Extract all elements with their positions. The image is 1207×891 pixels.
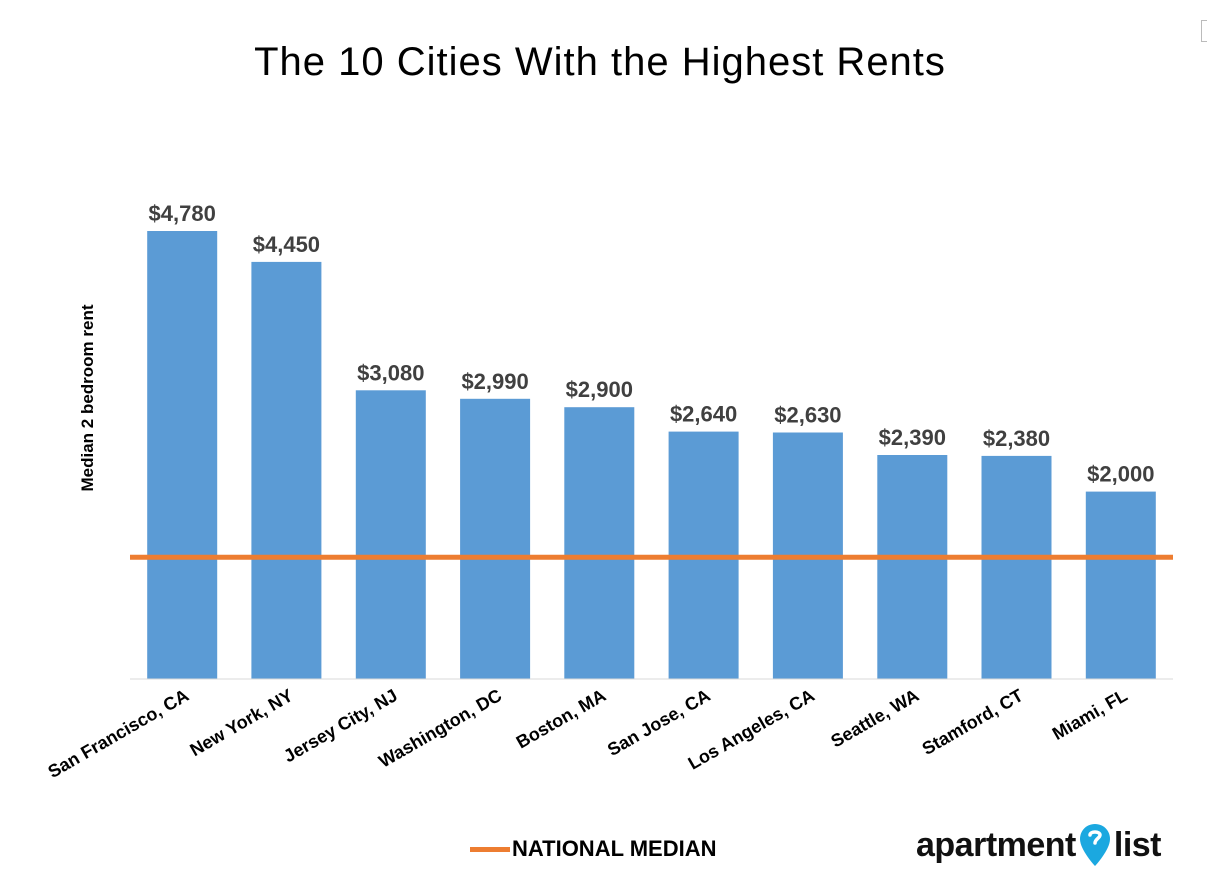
- bars-layer: [147, 231, 1156, 679]
- y-axis-label: Median 2 bedroom rent: [78, 304, 97, 491]
- data-label-4: $2,900: [566, 377, 633, 402]
- bar-8: [981, 455, 1052, 679]
- data-label-0: $4,780: [149, 201, 216, 226]
- logo-text-right: list: [1113, 825, 1162, 864]
- bar-2: [355, 390, 426, 679]
- bar-3: [460, 398, 531, 679]
- apartment-list-logo: apartment list: [916, 822, 1162, 868]
- legend-swatch-national-median: [470, 846, 510, 852]
- bar-4: [564, 407, 635, 679]
- data-label-6: $2,630: [774, 403, 841, 428]
- logo-text-left: apartment: [916, 825, 1076, 864]
- map-pin-icon: [1079, 824, 1110, 866]
- chart-title: The 10 Cities With the Highest Rents: [254, 40, 946, 84]
- data-label-9: $2,000: [1087, 462, 1154, 487]
- bar-9: [1085, 491, 1156, 679]
- x-tick-label-4: Boston, MA: [513, 685, 610, 752]
- data-label-1: $4,450: [253, 232, 320, 257]
- x-tick-label-9: Miami, FL: [1049, 685, 1131, 744]
- legend: NATIONAL MEDIAN: [470, 836, 717, 862]
- data-labels-layer: $4,780 $4,450 $3,080 $2,990 $2,900 $2,640 $2,6…: [149, 201, 1155, 487]
- bar-7: [877, 455, 948, 679]
- x-tick-label-7: Seattle, WA: [827, 685, 922, 751]
- legend-label-national-median: NATIONAL MEDIAN: [512, 836, 717, 861]
- x-tick-label-8: Stamford, CT: [919, 685, 1027, 759]
- data-label-5: $2,640: [670, 402, 737, 427]
- data-label-2: $3,080: [357, 360, 424, 385]
- data-label-7: $2,390: [879, 425, 946, 450]
- data-label-3: $2,990: [461, 369, 528, 394]
- bar-0: [147, 231, 218, 679]
- data-label-8: $2,380: [983, 426, 1050, 451]
- x-tick-label-0: San Francisco, CA: [44, 685, 192, 782]
- corner-frame-mark: [1201, 20, 1207, 42]
- bar-1: [251, 261, 322, 679]
